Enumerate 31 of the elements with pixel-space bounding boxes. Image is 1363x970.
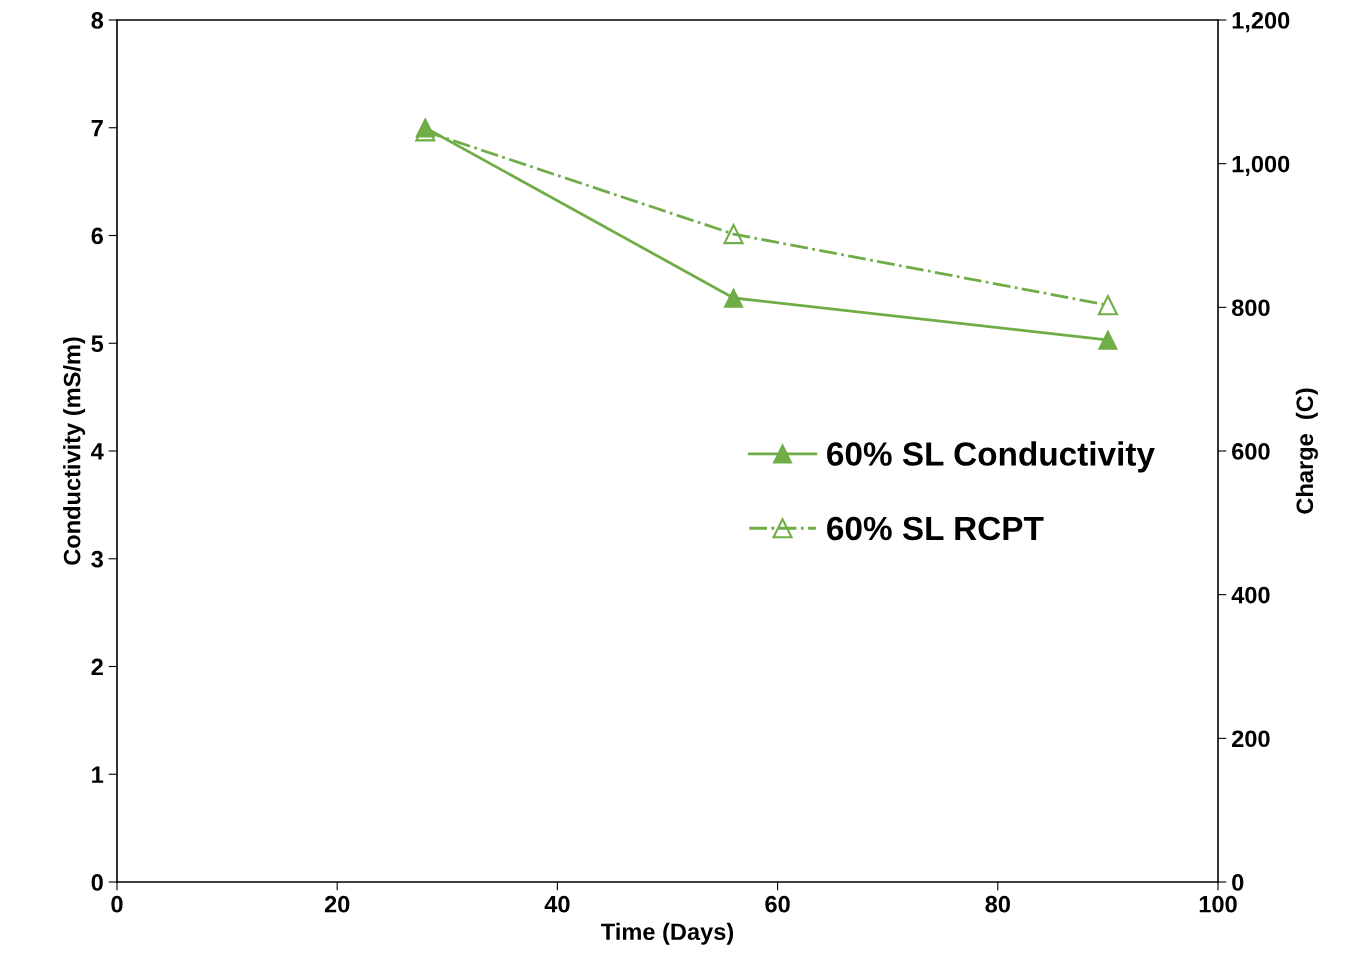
y2-tick-label: 200 [1232,730,1270,748]
y-tick-label: 1 [92,766,104,783]
y2-tick-label: 0 [1232,874,1244,891]
x-tick-label: 100 [1199,895,1237,913]
y-tick-label: 6 [91,227,103,245]
point [1097,295,1118,316]
legend-label: 60% SL Conductivity [827,441,1155,473]
y-tick-label: 8 [91,12,104,29]
y-tick-label: 5 [91,335,104,353]
y-tick-label: 3 [91,550,103,568]
x-tick-label: 80 [985,895,1010,913]
y2-tick-label: 400 [1231,586,1270,604]
y2-tick-label: 1,000 [1232,155,1290,176]
legend-label: 60% SL RCPT [827,516,1044,541]
y-tick-label: 7 [91,120,103,137]
y-tick-label: 0 [91,874,103,891]
x-tick-label: 0 [111,895,123,913]
y2-tick-label: 600 [1232,443,1270,460]
y2-axis-title: Charge (C) [1295,388,1318,514]
y2-tick-label: 1,200 [1232,12,1290,33]
x-tick-label: 40 [544,895,570,913]
point [723,288,744,308]
y-tick-label: 4 [91,443,104,460]
point [1098,330,1118,350]
point [723,224,744,245]
y-axis-title: Conductivity (mS/m) [63,337,86,565]
x-axis-title: Time (Days) [601,922,734,945]
x-tick-label: 20 [324,895,350,913]
x-tick-label: 60 [765,895,790,913]
y-tick-label: 2 [91,658,103,676]
y2-tick-label: 800 [1231,299,1270,317]
